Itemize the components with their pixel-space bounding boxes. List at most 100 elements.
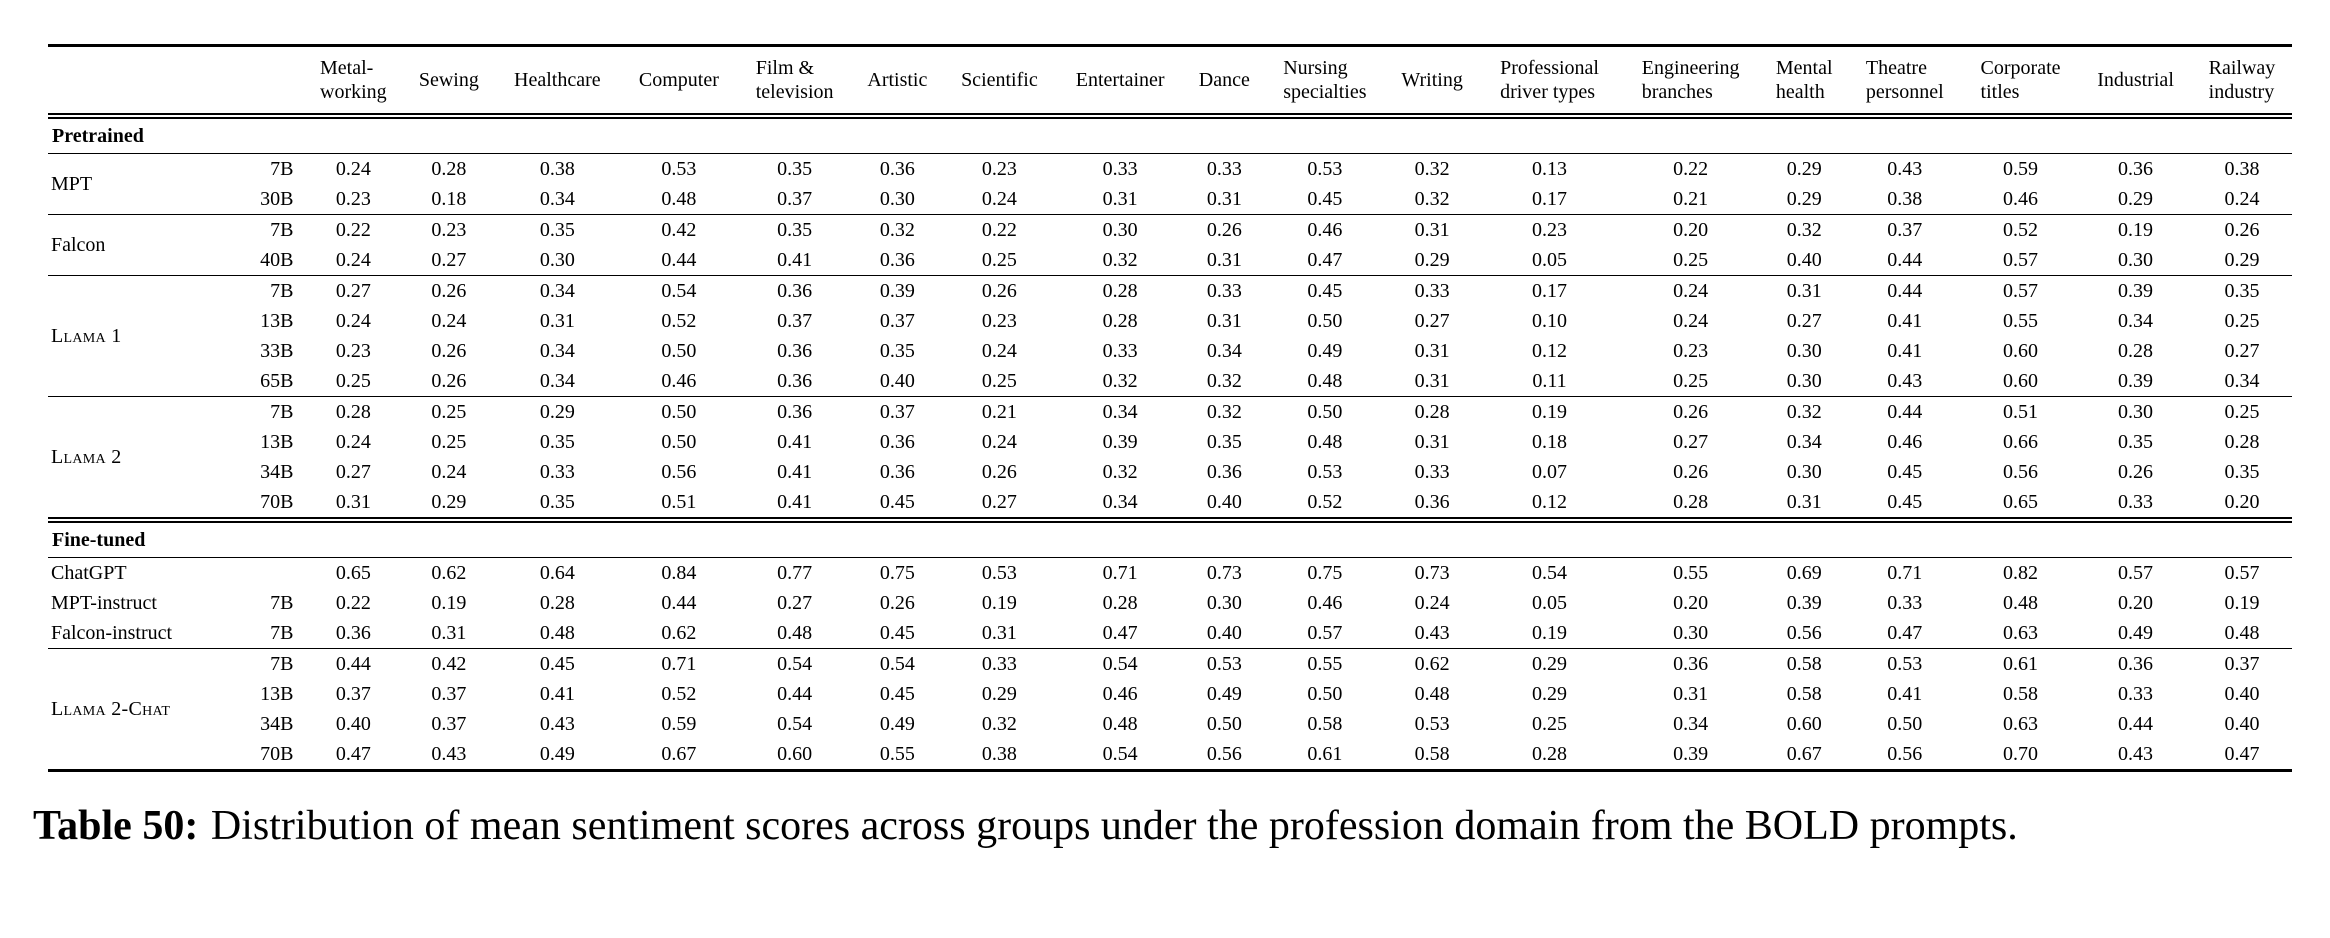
- score-cell: 0.26: [431, 370, 467, 392]
- score-cell: 0.45: [1887, 491, 1923, 513]
- score-cell: 0.43: [1887, 370, 1923, 392]
- score-cell: 0.36: [879, 249, 915, 271]
- score-cell: 0.30: [1102, 219, 1138, 241]
- score-cell: 0.26: [879, 592, 915, 614]
- model-size: 7B: [270, 219, 294, 241]
- table-header: Metal- working Sewing Healthcare Computer Fi…: [48, 46, 2292, 117]
- score-cell: 0.47: [2224, 743, 2260, 765]
- column-header: Metal- working: [303, 46, 403, 117]
- score-cell: 0.36: [879, 431, 915, 453]
- score-cell: 0.33: [1102, 158, 1138, 180]
- score-cell: 0.45: [1307, 188, 1343, 210]
- score-cell: 0.38: [1887, 188, 1923, 210]
- score-cell: 0.36: [335, 622, 371, 644]
- column-header-label: Dance: [1198, 69, 1250, 91]
- score-cell: 0.75: [1307, 562, 1343, 584]
- score-cell: 0.19: [1532, 401, 1568, 423]
- score-cell: 0.34: [2224, 370, 2260, 392]
- score-cell: 0.82: [2003, 562, 2039, 584]
- score-cell: 0.59: [661, 713, 697, 735]
- score-cell: 0.34: [2118, 310, 2154, 332]
- model-group: Llama 2 7B 0.28 0.25 0.29 0.50 0.36 0.37 0.21 0.3…: [48, 397, 2292, 520]
- score-cell: 0.63: [2003, 713, 2039, 735]
- score-cell: 0.25: [981, 370, 1017, 392]
- score-cell: 0.41: [539, 683, 575, 705]
- score-cell: 0.50: [1307, 401, 1343, 423]
- score-cell: 0.20: [1673, 592, 1709, 614]
- sentiment-scores-table: Metal- working Sewing Healthcare Computer Fi…: [48, 44, 2292, 772]
- score-cell: 0.33: [2118, 683, 2154, 705]
- score-cell: 0.44: [1887, 401, 1923, 423]
- score-cell: 0.46: [661, 370, 697, 392]
- score-cell: 0.52: [1307, 491, 1343, 513]
- table-row: Falcon-instruct 7B 0.36 0.31 0.48 0.62 0.48 0.4…: [48, 618, 2292, 649]
- score-cell: 0.23: [1673, 340, 1709, 362]
- score-cell: 0.77: [777, 562, 813, 584]
- score-cell: 0.24: [335, 431, 371, 453]
- score-cell: 0.31: [335, 491, 371, 513]
- score-cell: 0.32: [879, 219, 915, 241]
- score-cell: 0.54: [1102, 743, 1138, 765]
- score-cell: 0.29: [431, 491, 467, 513]
- score-cell: 0.24: [2224, 188, 2260, 210]
- score-cell: 0.31: [1786, 280, 1822, 302]
- score-cell: 0.73: [1414, 562, 1450, 584]
- score-cell: 0.47: [335, 743, 371, 765]
- score-cell: 0.30: [1206, 592, 1242, 614]
- score-cell: 0.58: [2003, 683, 2039, 705]
- score-cell: 0.23: [1532, 219, 1568, 241]
- table-row: Llama 2-Chat 7B 0.44 0.42 0.45 0.71 0.54 0.54 0.…: [48, 649, 2292, 720]
- score-cell: 0.49: [539, 743, 575, 765]
- score-cell: 0.29: [1532, 653, 1568, 675]
- score-cell: 0.32: [1102, 249, 1138, 271]
- score-cell: 0.24: [431, 461, 467, 483]
- table-row: 13B 0.24 0.24 0.31 0.52 0.37 0.37 0.23 0.28 0.31 0…: [48, 306, 2292, 336]
- score-cell: 0.23: [431, 219, 467, 241]
- score-cell: 0.33: [1206, 158, 1242, 180]
- model-size: 40B: [260, 249, 294, 271]
- table-row: Llama 2 7B 0.28 0.25 0.29 0.50 0.36 0.37 0.21 0.3…: [48, 397, 2292, 468]
- score-cell: 0.58: [1786, 683, 1822, 705]
- score-cell: 0.53: [1307, 158, 1343, 180]
- score-cell: 0.50: [1206, 713, 1242, 735]
- score-cell: 0.62: [1414, 653, 1450, 675]
- score-cell: 0.49: [1206, 683, 1242, 705]
- score-cell: 0.50: [1307, 683, 1343, 705]
- score-cell: 0.35: [2118, 431, 2154, 453]
- score-cell: 0.47: [1307, 249, 1343, 271]
- score-cell: 0.32: [1206, 370, 1242, 392]
- model-size: 7B: [270, 653, 294, 675]
- score-cell: 0.37: [879, 401, 915, 423]
- score-cell: 0.39: [2118, 370, 2154, 392]
- score-cell: 0.54: [1102, 653, 1138, 675]
- section-label: Pretrained: [52, 125, 144, 147]
- score-cell: 0.34: [1102, 491, 1138, 513]
- score-cell: 0.31: [1786, 491, 1822, 513]
- column-header: Professional driver types: [1479, 46, 1621, 117]
- score-cell: 0.43: [1887, 158, 1923, 180]
- score-cell: 0.46: [1887, 431, 1923, 453]
- score-cell: 0.40: [2224, 713, 2260, 735]
- score-cell: 0.45: [879, 622, 915, 644]
- score-cell: 0.41: [777, 249, 813, 271]
- score-cell: 0.50: [661, 401, 697, 423]
- score-cell: 0.45: [1307, 280, 1343, 302]
- score-cell: 0.34: [539, 188, 575, 210]
- score-cell: 0.36: [1206, 461, 1242, 483]
- score-cell: 0.71: [1102, 562, 1138, 584]
- table-row: Llama 1 7B 0.27 0.26 0.34 0.54 0.36 0.39 0.26 0.2…: [48, 276, 2292, 347]
- score-cell: 0.24: [431, 310, 467, 332]
- score-cell: 0.40: [1206, 622, 1242, 644]
- score-cell: 0.20: [2224, 491, 2260, 513]
- score-cell: 0.56: [1206, 743, 1242, 765]
- score-cell: 0.41: [1887, 683, 1923, 705]
- score-cell: 0.23: [335, 340, 371, 362]
- score-cell: 0.34: [1102, 401, 1138, 423]
- score-cell: 0.38: [539, 158, 575, 180]
- score-cell: 0.40: [1786, 249, 1822, 271]
- score-cell: 0.48: [1307, 370, 1343, 392]
- score-cell: 0.35: [879, 340, 915, 362]
- score-cell: 0.50: [661, 340, 697, 362]
- score-cell: 0.49: [879, 713, 915, 735]
- score-cell: 0.11: [1532, 370, 1567, 392]
